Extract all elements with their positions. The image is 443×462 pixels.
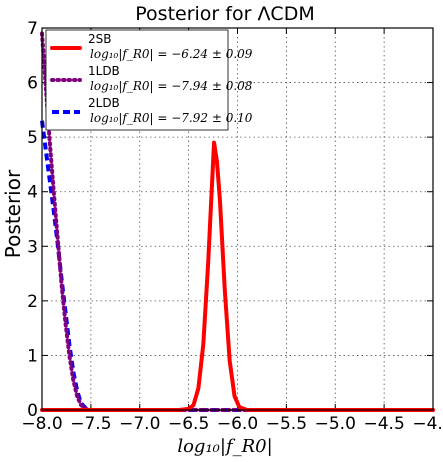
legend-label-2ldb: 2LDB [88, 96, 120, 110]
legend-detail-2ldb: log₁₀|f_R0| = −7.92 ± 0.10 [90, 111, 253, 125]
x-tick-label: −7.5 [70, 414, 111, 434]
x-tick-label: −5.5 [266, 414, 307, 434]
chart-title: Posterior for ΛCDM [135, 3, 314, 25]
x-tick-label: −7.0 [119, 414, 160, 434]
y-tick-label: 5 [27, 128, 38, 148]
y-tick-label: 3 [27, 237, 38, 257]
x-tick-label: −6.5 [168, 414, 209, 434]
x-axis-label: log₁₀|f_R0| [177, 436, 272, 457]
y-tick-label: 6 [27, 74, 38, 94]
tick-labels: −8.0 −7.5 −7.0 −6.5 −6.0 −5.5 −5.0 −4.5 −4.0 0 1 2 3… [21, 19, 443, 434]
y-tick-label: 0 [27, 401, 38, 421]
legend-detail-1ldb: log₁₀|f_R0| = −7.94 ± 0.08 [90, 79, 253, 93]
x-tick-label: −5.0 [315, 414, 356, 434]
legend-label-2sb: 2SB [88, 32, 111, 46]
y-tick-label: 1 [27, 346, 38, 366]
legend-label-1ldb: 1LDB [88, 64, 120, 78]
y-axis-label: Posterior [1, 169, 25, 258]
series-lines [40, 31, 435, 412]
x-tick-label: −8.0 [21, 414, 62, 434]
plot-area-frame [41, 27, 434, 411]
y-tick-label: 7 [27, 19, 38, 39]
legend-detail-2sb: log₁₀|f_R0| = −6.24 ± 0.09 [90, 47, 253, 61]
x-tick-label: −6.0 [217, 414, 258, 434]
x-tick-label: −4.0 [412, 414, 443, 434]
y-tick-label: 2 [27, 292, 38, 312]
x-tick-label: −4.5 [363, 414, 404, 434]
y-tick-label: 4 [27, 183, 38, 203]
series-line-2sb [40, 140, 435, 412]
